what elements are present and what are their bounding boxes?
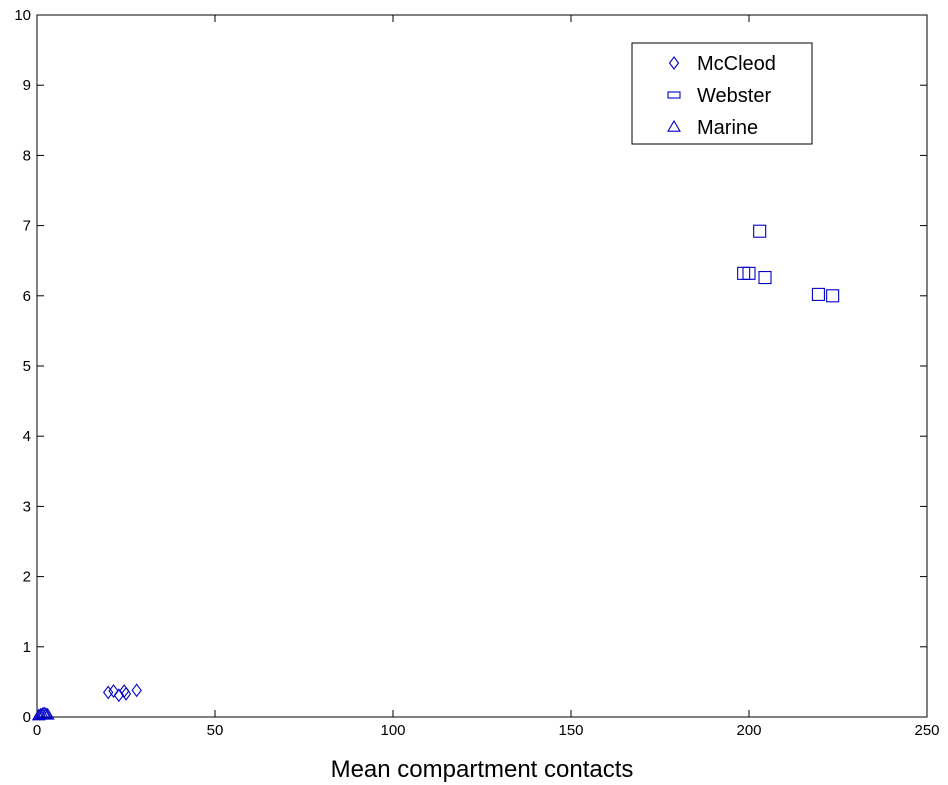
webster-legend-marker	[667, 91, 681, 99]
marine-point	[37, 706, 52, 719]
y-tick-label: 5	[23, 358, 31, 375]
marine-legend-marker	[667, 119, 681, 132]
y-tick-label: 10	[14, 7, 31, 24]
webster-point	[811, 287, 825, 301]
mccleod-legend-marker	[668, 56, 680, 70]
legend-label: Marine	[697, 117, 758, 139]
mccleod-point	[103, 685, 114, 700]
mccleod-point	[120, 686, 132, 701]
marine-point	[40, 707, 55, 720]
webster-point	[758, 270, 772, 285]
webster-point	[753, 224, 767, 238]
marine-point	[33, 707, 48, 720]
x-tick-label: 200	[736, 722, 761, 739]
data-points	[31, 224, 840, 721]
legend: McCleod Webster Marine	[631, 42, 813, 145]
x-tick-label: 0	[33, 722, 41, 739]
x-axis-label: Mean compartment contacts	[331, 756, 634, 783]
mccleod-point	[131, 683, 142, 698]
y-tick-label: 7	[23, 218, 31, 235]
y-tick-label: 6	[23, 288, 31, 305]
legend-label: Webster	[697, 85, 771, 107]
x-tick-label: 250	[914, 722, 939, 739]
webster-point	[826, 289, 840, 303]
x-tick-label: 50	[207, 722, 224, 739]
y-tick-label: 8	[23, 147, 31, 164]
y-tick-label: 3	[23, 498, 31, 515]
y-tick-label: 9	[23, 77, 31, 94]
y-tick-label: 2	[23, 569, 31, 586]
legend-label: McCleod	[697, 53, 776, 75]
y-tick-label: 0	[23, 709, 31, 726]
x-tick-label: 100	[380, 722, 405, 739]
webster-point	[742, 266, 756, 280]
x-tick-label: 150	[558, 722, 583, 739]
mccleod-point	[108, 684, 119, 698]
x-axis: 0 50 100 150 200 250	[33, 15, 940, 739]
y-tick-label: 1	[23, 639, 31, 656]
legend-box	[631, 42, 813, 145]
y-axis: 0 1 2 3 4 5 6 7 8 9 10	[14, 7, 927, 726]
y-tick-label: 4	[23, 428, 31, 445]
marine-point	[38, 707, 53, 719]
